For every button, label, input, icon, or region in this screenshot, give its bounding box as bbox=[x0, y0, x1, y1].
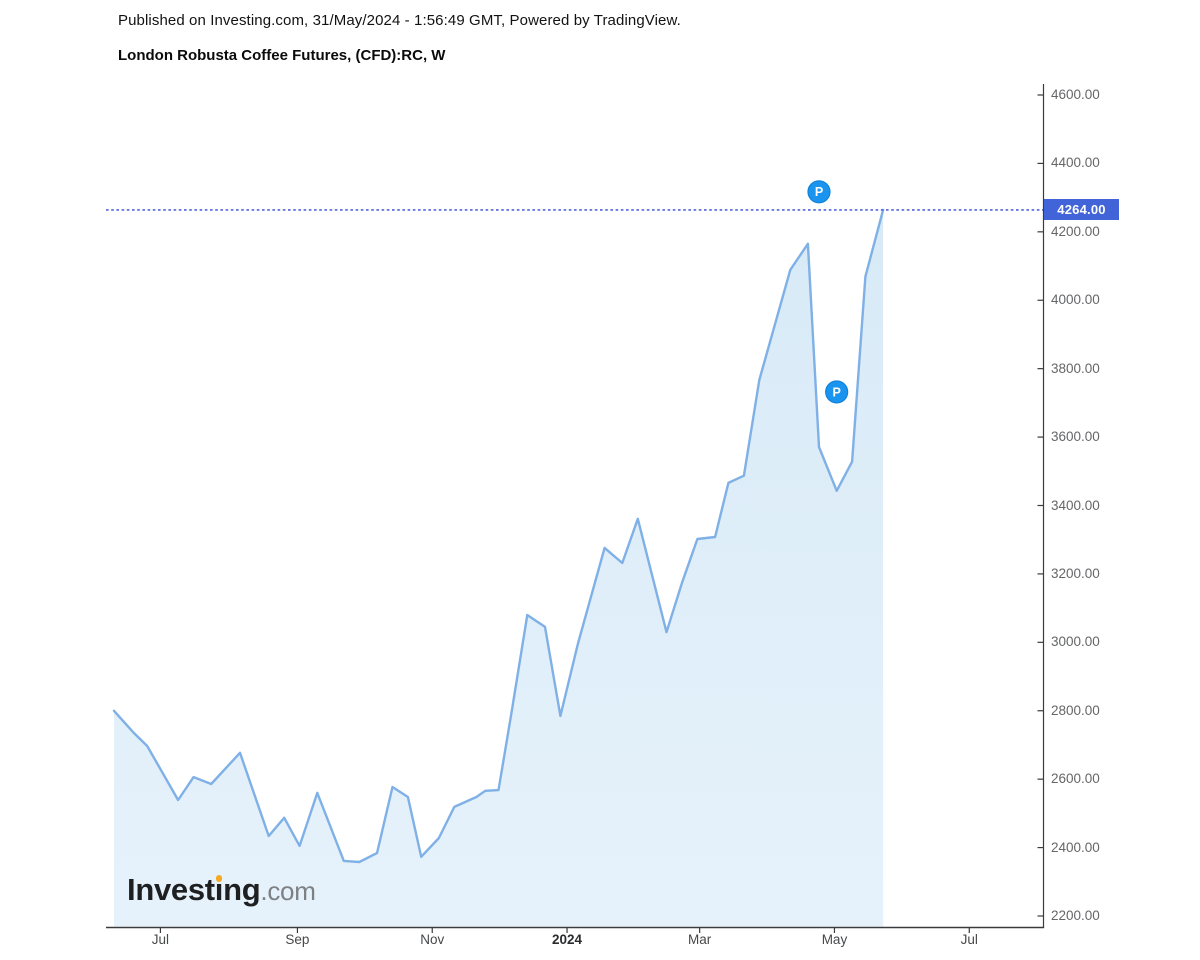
y-axis-label: 4200.00 bbox=[1051, 223, 1100, 239]
logo-i-stem: ı bbox=[214, 872, 224, 907]
y-axis-label: 3800.00 bbox=[1051, 360, 1100, 376]
logo-text-rest: ng bbox=[223, 872, 261, 907]
logo-text-prefix: Invest bbox=[127, 872, 215, 907]
logo-orange-dot-icon bbox=[215, 875, 223, 882]
y-axis-label: 3400.00 bbox=[1051, 497, 1100, 513]
publish-marker-label: P bbox=[815, 185, 823, 199]
x-axis-label: Jul bbox=[151, 932, 170, 947]
investing-logo: Investı ng.com bbox=[127, 872, 316, 908]
y-axis-label: 3600.00 bbox=[1051, 429, 1100, 445]
y-axis-label: 2800.00 bbox=[1051, 702, 1100, 718]
price-area bbox=[114, 209, 884, 927]
x-axis-label: Jul bbox=[960, 932, 978, 947]
logo-letter-i: ı bbox=[214, 872, 224, 908]
y-axis-label: 2600.00 bbox=[1051, 771, 1100, 787]
y-axis-label: 3000.00 bbox=[1051, 634, 1100, 650]
publish-marker-icon bbox=[825, 380, 849, 404]
price-line bbox=[112, 208, 885, 864]
published-line: Published on Investing.com, 31/May/2024 … bbox=[118, 12, 681, 29]
x-axis-label: Nov bbox=[420, 932, 445, 947]
x-axis-label: May bbox=[821, 932, 848, 947]
last-price-tag: 4264.00 bbox=[1044, 199, 1119, 221]
y-axis-label: 2200.00 bbox=[1051, 908, 1100, 923]
y-axis-label: 4000.00 bbox=[1051, 292, 1100, 308]
x-axis-label: Mar bbox=[688, 932, 712, 947]
x-axis-label: Sep bbox=[285, 932, 310, 947]
chart-title: London Robusta Coffee Futures, (CFD):RC,… bbox=[118, 47, 446, 64]
logo-suffix: .com bbox=[260, 876, 316, 906]
y-axis-label: 3200.00 bbox=[1051, 565, 1100, 581]
y-axis-label: 4600.00 bbox=[1051, 87, 1100, 102]
x-axis-label: 2024 bbox=[552, 932, 583, 947]
publish-marker-label: P bbox=[832, 385, 840, 399]
y-axis-label: 2400.00 bbox=[1051, 839, 1100, 855]
y-axis-label: 4400.00 bbox=[1051, 155, 1100, 171]
logo-wordmark: Investı ng bbox=[127, 872, 261, 908]
publish-marker-icon bbox=[807, 180, 831, 204]
